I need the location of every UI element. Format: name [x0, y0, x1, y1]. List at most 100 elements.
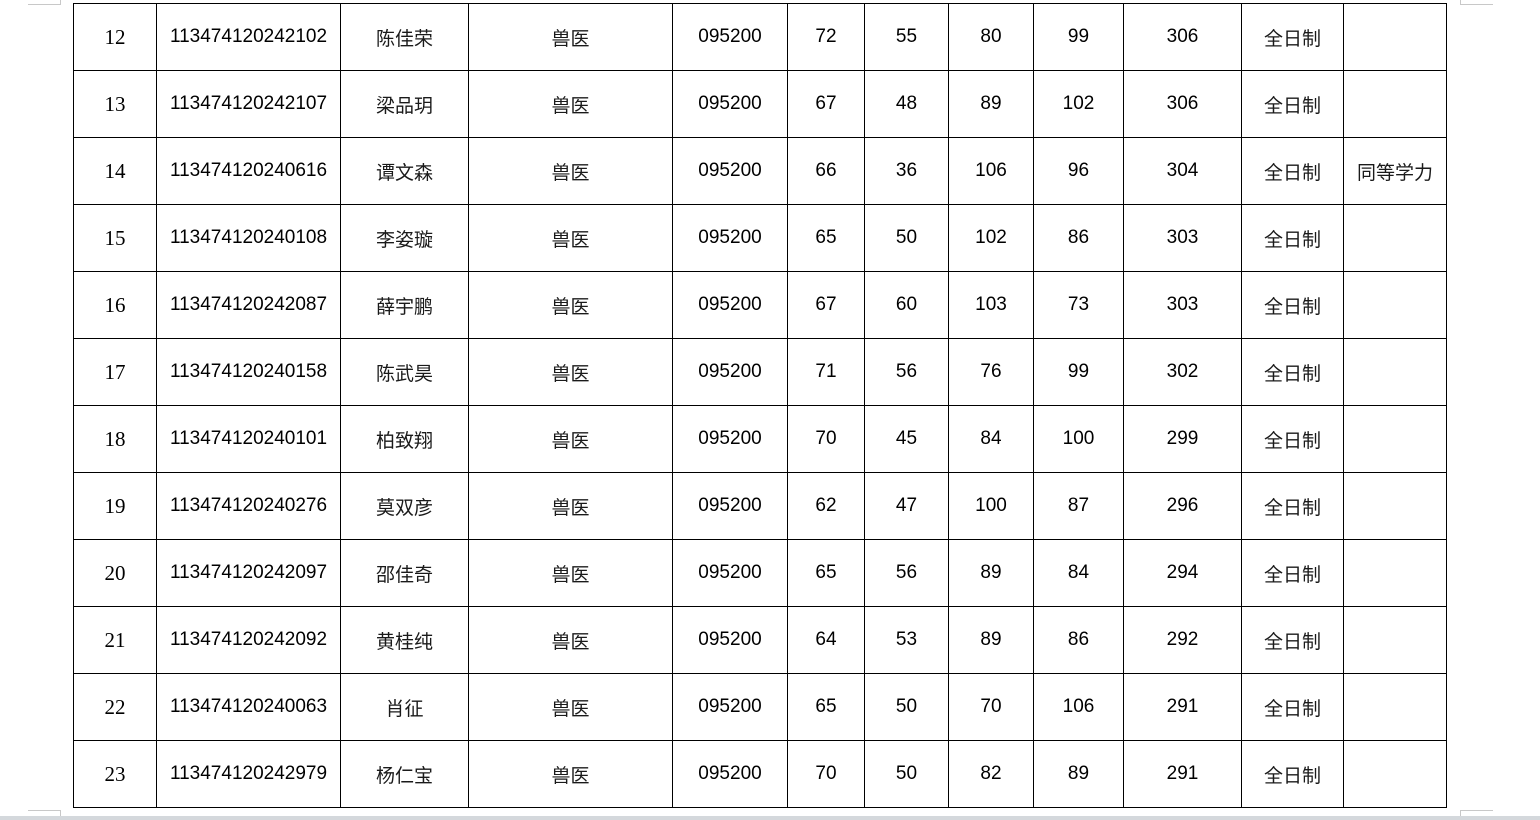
table-row: 17 113474120240158 陈武昊 兽医 095200 71 56 76 99 302 全… — [73, 338, 1447, 406]
study-type-cell: 全日制 — [1241, 137, 1344, 205]
table-row: 12 113474120242102 陈佳荣 兽医 095200 72 55 80 99 306 全… — [73, 3, 1447, 71]
row-number-cell: 19 — [73, 472, 157, 540]
note-cell — [1343, 70, 1447, 138]
name-cell: 黄桂纯 — [340, 606, 469, 674]
exam-id-cell: 113474120240616 — [156, 137, 341, 205]
exam-id-cell: 113474120242102 — [156, 3, 341, 71]
name-cell: 梁品玥 — [340, 70, 469, 138]
name-cell: 杨仁宝 — [340, 740, 469, 808]
total-score-cell: 302 — [1123, 338, 1242, 406]
name-cell: 陈佳荣 — [340, 3, 469, 71]
score-1-cell: 65 — [787, 673, 865, 741]
score-2-cell: 60 — [864, 271, 949, 339]
name-cell: 柏致翔 — [340, 405, 469, 473]
row-number-cell: 22 — [73, 673, 157, 741]
major-cell: 兽医 — [468, 70, 673, 138]
major-cell: 兽医 — [468, 137, 673, 205]
score-3-cell: 102 — [948, 204, 1034, 272]
score-4-cell: 100 — [1033, 405, 1124, 473]
score-3-cell: 70 — [948, 673, 1034, 741]
score-3-cell: 106 — [948, 137, 1034, 205]
page-corner-mark — [28, 810, 61, 819]
row-number-cell: 15 — [73, 204, 157, 272]
major-cell: 兽医 — [468, 338, 673, 406]
name-cell: 谭文森 — [340, 137, 469, 205]
note-cell: 同等学力 — [1343, 137, 1447, 205]
exam-id-cell: 113474120242087 — [156, 271, 341, 339]
major-cell: 兽医 — [468, 606, 673, 674]
major-code-cell: 095200 — [672, 673, 788, 741]
score-2-cell: 50 — [864, 673, 949, 741]
total-score-cell: 291 — [1123, 673, 1242, 741]
row-number-cell: 20 — [73, 539, 157, 607]
study-type-cell: 全日制 — [1241, 338, 1344, 406]
total-score-cell: 292 — [1123, 606, 1242, 674]
table-body: 12 113474120242102 陈佳荣 兽医 095200 72 55 80 99 306 全… — [73, 3, 1447, 808]
major-code-cell: 095200 — [672, 606, 788, 674]
score-3-cell: 84 — [948, 405, 1034, 473]
study-type-cell: 全日制 — [1241, 70, 1344, 138]
score-3-cell: 103 — [948, 271, 1034, 339]
note-cell — [1343, 271, 1447, 339]
page-corner-mark — [1460, 0, 1493, 5]
major-code-cell: 095200 — [672, 137, 788, 205]
major-code-cell: 095200 — [672, 70, 788, 138]
score-2-cell: 50 — [864, 204, 949, 272]
row-number-cell: 16 — [73, 271, 157, 339]
score-1-cell: 65 — [787, 539, 865, 607]
exam-id-cell: 113474120242979 — [156, 740, 341, 808]
exam-id-cell: 113474120242092 — [156, 606, 341, 674]
score-4-cell: 96 — [1033, 137, 1124, 205]
total-score-cell: 296 — [1123, 472, 1242, 540]
study-type-cell: 全日制 — [1241, 204, 1344, 272]
score-1-cell: 70 — [787, 740, 865, 808]
score-2-cell: 48 — [864, 70, 949, 138]
score-1-cell: 66 — [787, 137, 865, 205]
note-cell — [1343, 740, 1447, 808]
total-score-cell: 304 — [1123, 137, 1242, 205]
note-cell — [1343, 673, 1447, 741]
name-cell: 莫双彦 — [340, 472, 469, 540]
score-3-cell: 89 — [948, 70, 1034, 138]
score-3-cell: 89 — [948, 606, 1034, 674]
table-row: 20 113474120242097 邵佳奇 兽医 095200 65 56 89 84 294 全… — [73, 539, 1447, 607]
score-4-cell: 84 — [1033, 539, 1124, 607]
score-1-cell: 72 — [787, 3, 865, 71]
table-row: 18 113474120240101 柏致翔 兽医 095200 70 45 84 100 299… — [73, 405, 1447, 473]
horizontal-scrollbar[interactable] — [0, 816, 1540, 820]
table-row: 13 113474120242107 梁品玥 兽医 095200 67 48 89 102 306… — [73, 70, 1447, 138]
name-cell: 李姿璇 — [340, 204, 469, 272]
note-cell — [1343, 405, 1447, 473]
table-row: 16 113474120242087 薛宇鹏 兽医 095200 67 60 103 73 303… — [73, 271, 1447, 339]
major-code-cell: 095200 — [672, 405, 788, 473]
row-number-cell: 17 — [73, 338, 157, 406]
study-type-cell: 全日制 — [1241, 606, 1344, 674]
study-type-cell: 全日制 — [1241, 3, 1344, 71]
score-4-cell: 89 — [1033, 740, 1124, 808]
note-cell — [1343, 204, 1447, 272]
total-score-cell: 299 — [1123, 405, 1242, 473]
score-1-cell: 62 — [787, 472, 865, 540]
major-cell: 兽医 — [468, 271, 673, 339]
score-4-cell: 86 — [1033, 606, 1124, 674]
score-3-cell: 80 — [948, 3, 1034, 71]
major-cell: 兽医 — [468, 472, 673, 540]
name-cell: 邵佳奇 — [340, 539, 469, 607]
major-code-cell: 095200 — [672, 3, 788, 71]
row-number-cell: 18 — [73, 405, 157, 473]
note-cell — [1343, 539, 1447, 607]
row-number-cell: 23 — [73, 740, 157, 808]
name-cell: 肖征 — [340, 673, 469, 741]
score-4-cell: 99 — [1033, 338, 1124, 406]
major-cell: 兽医 — [468, 539, 673, 607]
study-type-cell: 全日制 — [1241, 539, 1344, 607]
row-number-cell: 14 — [73, 137, 157, 205]
score-3-cell: 82 — [948, 740, 1034, 808]
table-row: 21 113474120242092 黄桂纯 兽医 095200 64 53 89 86 292 全… — [73, 606, 1447, 674]
score-2-cell: 47 — [864, 472, 949, 540]
total-score-cell: 306 — [1123, 70, 1242, 138]
study-type-cell: 全日制 — [1241, 271, 1344, 339]
major-code-cell: 095200 — [672, 204, 788, 272]
major-code-cell: 095200 — [672, 271, 788, 339]
note-cell — [1343, 3, 1447, 71]
